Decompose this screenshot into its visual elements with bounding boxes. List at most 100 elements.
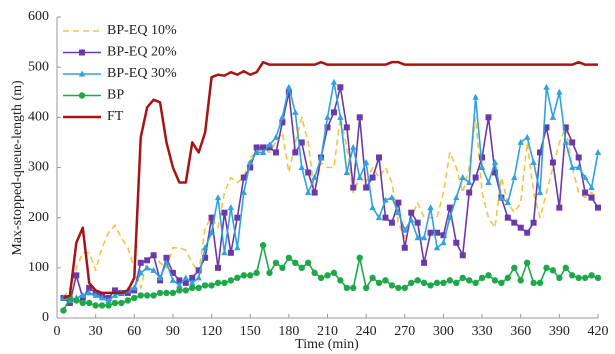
legend-label: FT [107,109,124,124]
data-point [79,299,86,307]
x-axis-label: Time (min) [295,337,359,352]
y-tick-label: 200 [28,210,49,225]
data-point [382,277,389,284]
data-point [440,232,447,239]
data-point [433,244,441,251]
data-point [408,216,415,223]
legend-label: BP [107,88,124,103]
data-point [176,287,183,294]
data-point [362,158,370,165]
data-point [517,277,524,284]
data-point [504,274,512,282]
data-point [98,302,106,309]
y-tick-label: 100 [28,260,49,275]
data-point [240,174,247,181]
data-point [182,274,190,281]
data-point [472,174,479,181]
data-point [479,154,486,161]
data-point [498,279,505,287]
data-point [478,164,486,170]
data-point [131,287,138,294]
data-point [478,274,486,282]
data-point [221,209,228,216]
data-point [465,277,473,284]
data-point [317,153,325,160]
data-point [124,297,132,304]
data-point [285,89,292,96]
legend-label: BP-EQ 30% [107,66,177,81]
data-point [588,184,595,191]
data-point [234,214,241,221]
data-point [543,124,550,131]
data-point [582,189,589,196]
data-point [420,234,428,241]
data-point [86,289,93,296]
series-line [62,116,599,299]
data-point [285,254,293,261]
data-point [453,239,460,246]
data-point [111,299,119,307]
data-point [427,204,434,211]
x-tick-label: 30 [89,324,103,339]
data-point [556,274,563,282]
data-point [356,114,363,121]
data-point [401,226,408,233]
data-point [556,204,563,211]
data-point [395,284,402,292]
data-point [189,284,196,292]
data-point [73,272,80,279]
data-point [304,189,312,196]
data-point [137,259,144,266]
data-point [279,119,286,126]
data-point [343,124,350,131]
data-point [298,164,305,170]
data-point [575,274,582,282]
data-point [472,279,479,287]
data-point [234,274,241,282]
data-point [401,244,408,251]
data-point [86,284,93,291]
data-point [266,141,273,148]
data-point [143,264,151,271]
data-point [491,277,499,284]
data-point [247,164,254,171]
data-point [157,277,164,284]
data-point [350,284,357,292]
data-point [330,78,338,85]
data-point [517,224,524,231]
data-point [131,294,138,302]
data-point [569,272,576,279]
data-point [260,144,267,151]
data-point [408,209,415,216]
data-point [189,279,196,286]
data-point [324,113,331,120]
data-point [131,284,138,291]
data-point [189,274,196,281]
data-point [215,264,222,271]
data-point [523,133,531,140]
data-point [511,219,518,226]
data-point [543,264,550,272]
data-point [253,269,260,277]
data-point [517,138,524,145]
data-point [414,234,421,241]
data-point [511,174,518,181]
x-tick-label: 420 [588,324,609,339]
data-point [221,279,228,287]
data-point [214,194,222,201]
series-line [62,60,598,300]
y-tick-label: 400 [28,110,49,125]
data-point [214,279,222,287]
data-point [292,259,299,267]
data-point [279,264,286,272]
data-point [324,272,331,279]
data-point [401,284,408,292]
data-point [382,214,389,221]
data-point [395,199,402,206]
data-point [388,194,396,201]
data-point [433,229,440,236]
data-point [420,279,428,287]
data-point [362,284,370,292]
data-point [530,219,537,226]
data-point [227,204,235,211]
